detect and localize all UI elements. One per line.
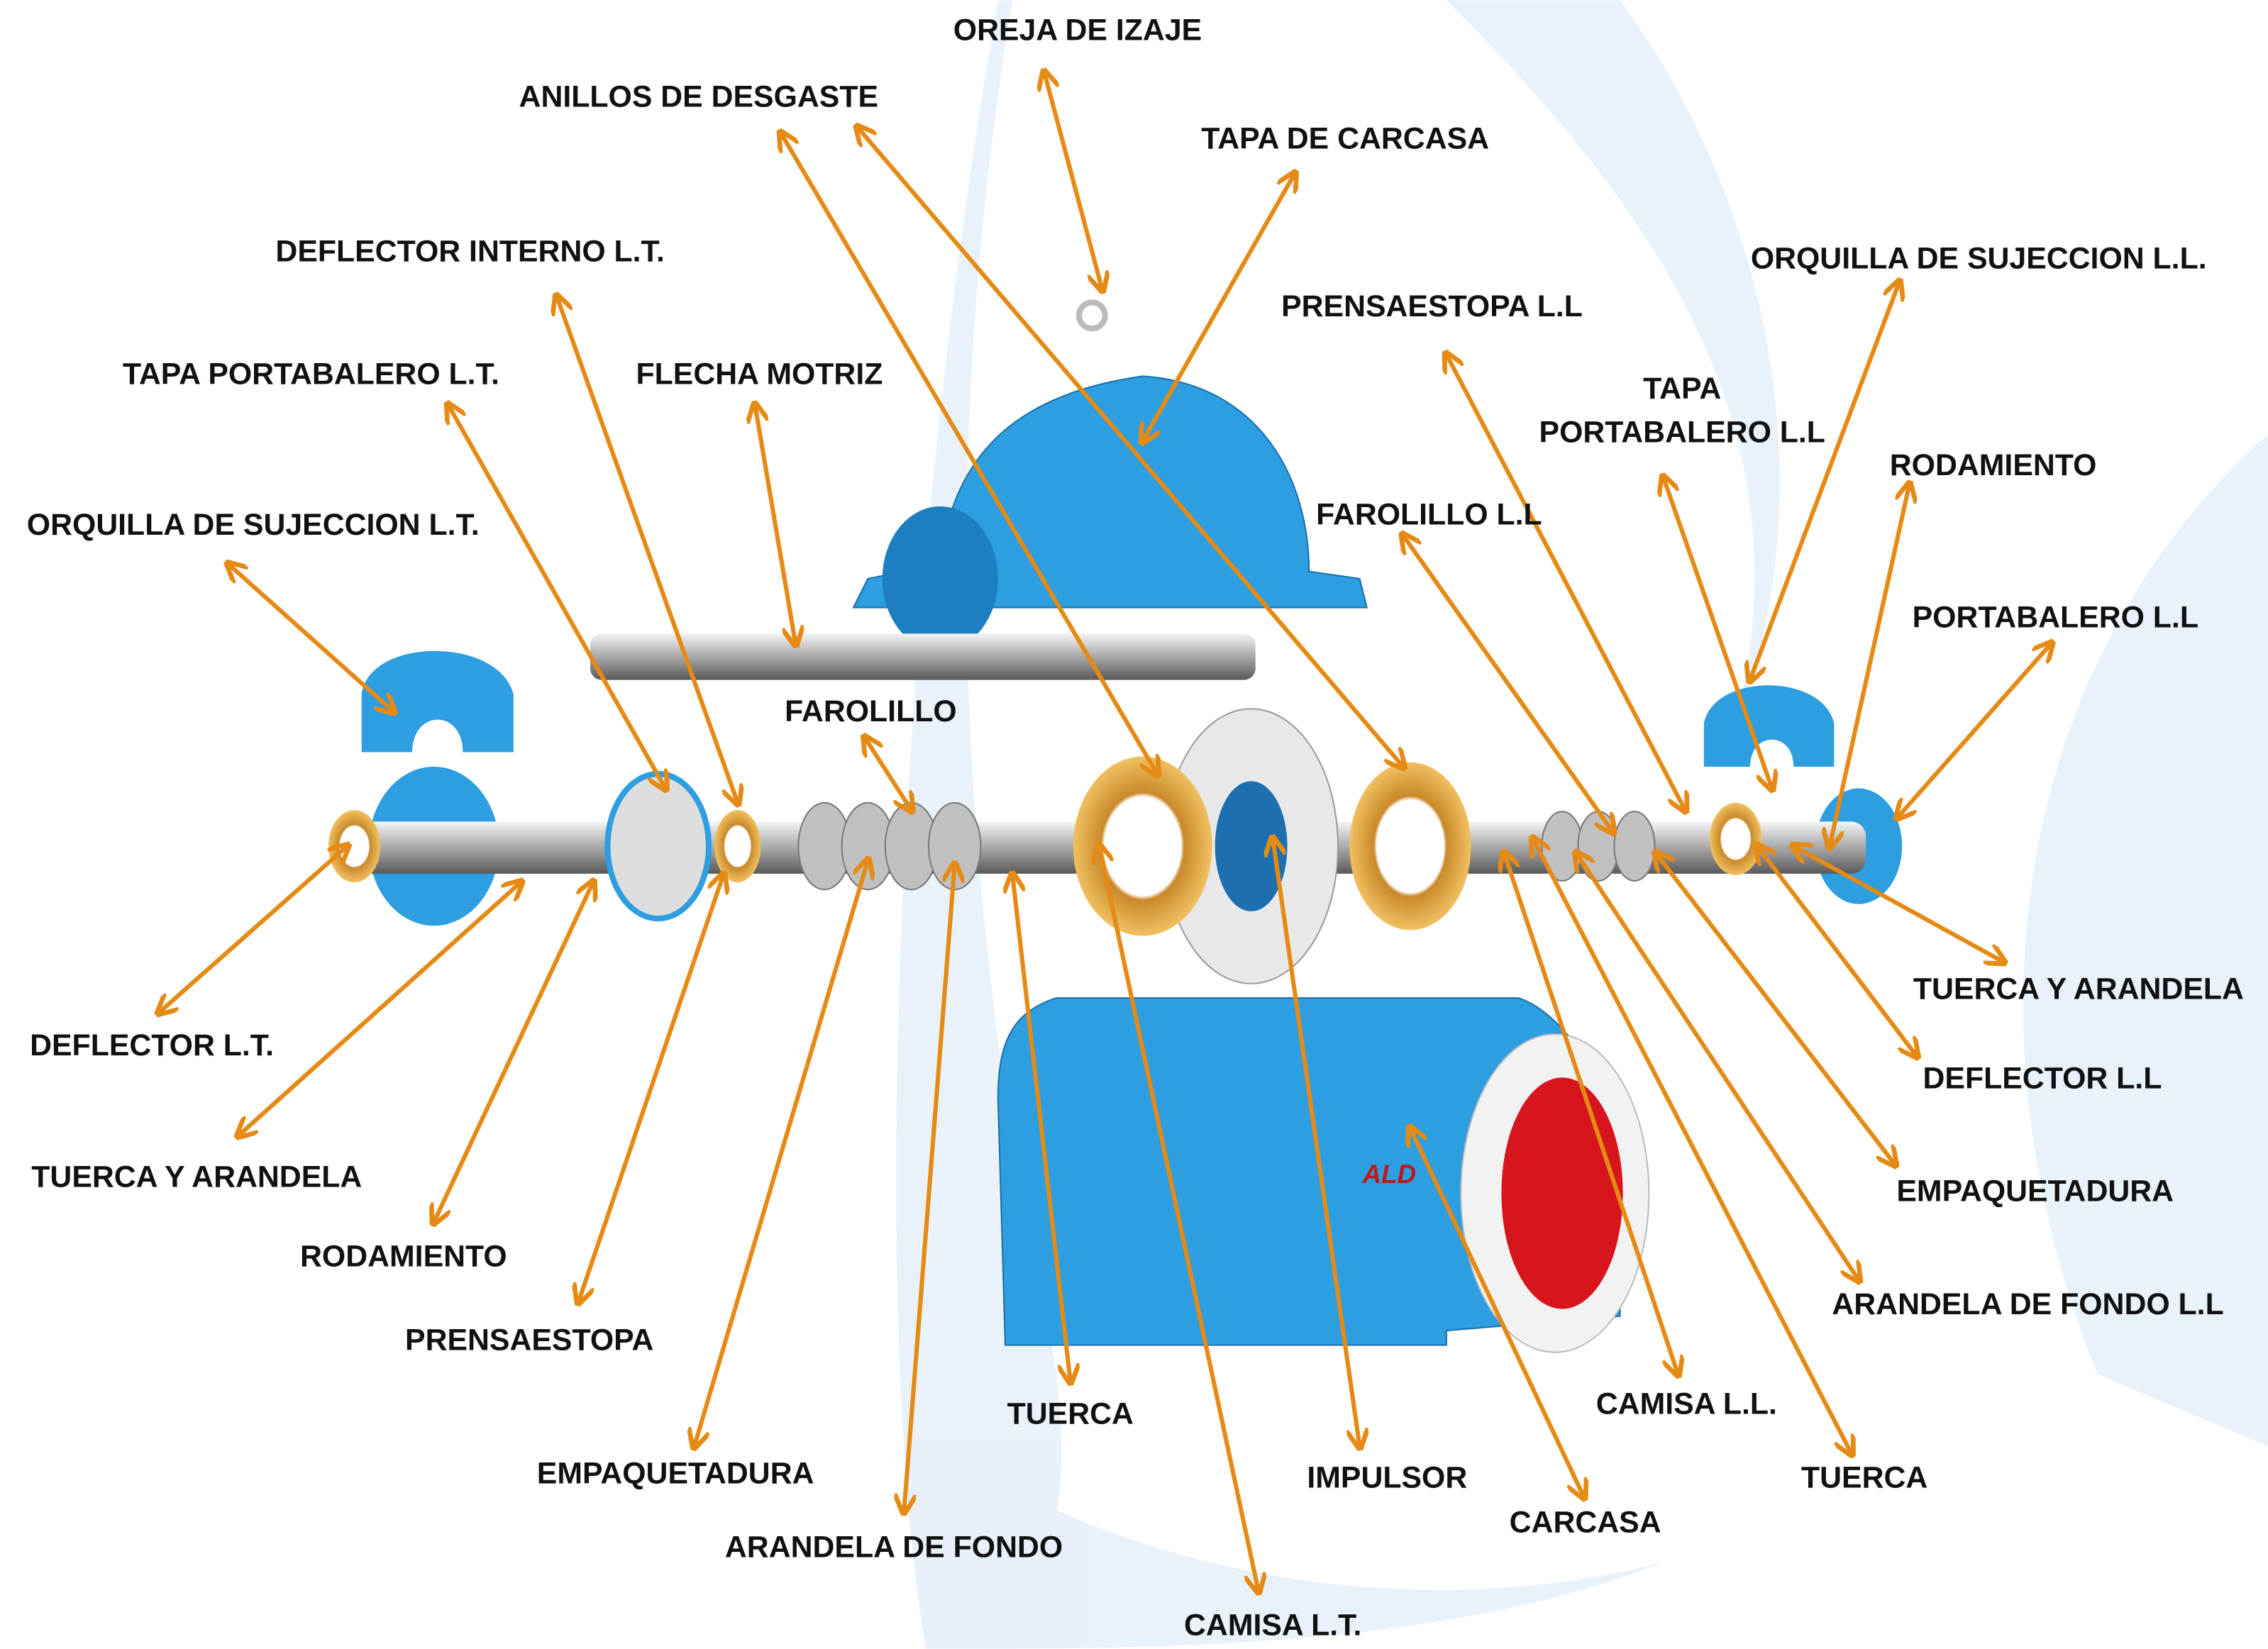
part-label: ORQUILLA DE SUJECCION L.L. <box>1751 242 2207 276</box>
part-label: PORTABALERO L.L <box>1539 415 1825 449</box>
leader-arrow <box>1044 72 1102 289</box>
leader-arrow <box>238 882 521 1136</box>
leader-arrow <box>159 846 347 1012</box>
leader-arrow <box>434 882 593 1222</box>
leader-arrow <box>755 405 795 643</box>
part-label: ORQUILLA DE SUJECCION L.T. <box>27 508 480 542</box>
part-label: CAMISA L.L. <box>1596 1387 1777 1421</box>
part-label: ANILLOS DE DESGASTE <box>519 79 878 113</box>
deflector-ring <box>714 810 760 882</box>
diagram: ALD OREJA DE IZAJE ANILLOS DE DESGASTE TAP… <box>0 0 2268 1649</box>
part-label: PRENSAESTOPA <box>405 1323 653 1357</box>
part-label: EMPAQUETADURA <box>537 1456 814 1490</box>
leader-arrow <box>1898 644 2051 818</box>
leader-arrow <box>865 738 911 810</box>
part-label: CARCASA <box>1510 1506 1661 1540</box>
impeller-eye <box>1215 781 1288 911</box>
part-label: IMPULSOR <box>1307 1460 1467 1494</box>
part-label: TUERCA Y ARANDELA <box>31 1160 362 1194</box>
eyebolt <box>1079 302 1105 328</box>
part-label: FAROLILLO <box>785 694 957 728</box>
deflector-ring-ll <box>1710 803 1761 875</box>
leader-arrow <box>228 564 393 711</box>
part-label: OREJA DE IZAJE <box>953 13 1202 47</box>
part-label: ARANDELA DE FONDO L.L <box>1832 1287 2223 1321</box>
part-label: ARANDELA DE FONDO <box>725 1530 1063 1564</box>
part-label: TUERCA <box>1801 1460 1927 1494</box>
logo: ALD <box>1362 1160 1416 1189</box>
part-label: FAROLILLO L.L <box>1316 498 1542 532</box>
part-label: CAMISA L.T. <box>1184 1608 1361 1642</box>
part-label: TAPA DE CARCASA <box>1201 121 1489 155</box>
part-label: DEFLECTOR L.L <box>1923 1062 2162 1096</box>
part-label: RODAMIENTO <box>1890 448 2097 482</box>
part-label: TAPA <box>1643 372 1721 406</box>
wear-ring-ll <box>1349 762 1471 931</box>
part-label: DEFLECTOR L.T. <box>30 1028 274 1062</box>
wear-ring-lt <box>1073 757 1212 936</box>
part-label: PORTABALERO L.L <box>1913 600 2198 634</box>
part-label: TUERCA <box>1007 1397 1134 1431</box>
gland-lt <box>607 774 709 918</box>
part-label: FLECHA MOTRIZ <box>636 357 883 392</box>
volute <box>883 506 998 651</box>
part-label: DEFLECTOR INTERNO L.T. <box>275 234 664 268</box>
part-label: TAPA PORTABALERO L.T. <box>123 357 499 392</box>
leader-arrow <box>579 875 724 1301</box>
part-label: TUERCA Y ARANDELA <box>1913 972 2244 1006</box>
part-label: EMPAQUETADURA <box>1896 1175 2174 1209</box>
part-label: PRENSAESTOPA L.L <box>1281 289 1583 323</box>
leader-arrow <box>695 860 868 1446</box>
part-label: RODAMIENTO <box>300 1239 507 1273</box>
pump: ALD <box>328 302 1902 1352</box>
bearing-yoke-ll <box>1704 685 1835 767</box>
page: ALD OREJA DE IZAJE ANILLOS DE DESGASTE TAP… <box>0 0 2268 1649</box>
discharge <box>1501 1077 1622 1309</box>
deflector <box>328 810 380 882</box>
